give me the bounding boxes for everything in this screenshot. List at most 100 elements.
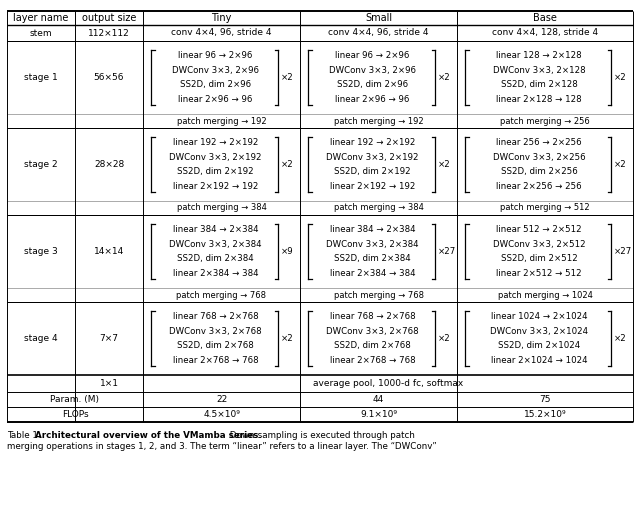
Text: linear 2×96 → 96: linear 2×96 → 96: [335, 95, 410, 104]
Text: average pool, 1000-d fc, softmax: average pool, 1000-d fc, softmax: [313, 379, 463, 388]
Text: Table 1:: Table 1:: [7, 431, 46, 440]
Text: ×2: ×2: [438, 73, 451, 82]
Text: patch merging → 192: patch merging → 192: [177, 116, 266, 125]
Text: ×27: ×27: [614, 247, 632, 256]
Text: patch merging → 384: patch merging → 384: [333, 204, 424, 212]
Text: 112×112: 112×112: [88, 28, 130, 38]
Text: ×27: ×27: [438, 247, 456, 256]
Text: ×9: ×9: [281, 247, 294, 256]
Text: 1×1: 1×1: [99, 379, 118, 388]
Text: layer name: layer name: [13, 13, 68, 23]
Text: linear 768 → 2×768: linear 768 → 2×768: [173, 312, 259, 321]
Text: conv 4×4, 96, stride 4: conv 4×4, 96, stride 4: [328, 28, 429, 38]
Text: 14×14: 14×14: [94, 247, 124, 256]
Text: DWConv 3×3, 2×96: DWConv 3×3, 2×96: [172, 66, 259, 75]
Text: patch merging → 512: patch merging → 512: [500, 204, 590, 212]
Text: 15.2×10⁹: 15.2×10⁹: [524, 410, 566, 419]
Text: SS2D, dim 2×384: SS2D, dim 2×384: [177, 255, 254, 263]
Text: ×2: ×2: [281, 73, 294, 82]
Text: linear 192 → 2×192: linear 192 → 2×192: [330, 138, 415, 147]
Text: 7×7: 7×7: [99, 334, 118, 343]
Text: patch merging → 256: patch merging → 256: [500, 116, 590, 125]
Text: stage 1: stage 1: [24, 73, 58, 82]
Text: linear 768 → 2×768: linear 768 → 2×768: [330, 312, 415, 321]
Text: linear 2×768 → 768: linear 2×768 → 768: [330, 356, 415, 365]
Text: stage 3: stage 3: [24, 247, 58, 256]
Text: stem: stem: [29, 28, 52, 38]
Text: SS2D, dim 2×192: SS2D, dim 2×192: [177, 167, 254, 176]
Text: patch merging → 768: patch merging → 768: [177, 291, 266, 300]
Text: SS2D, dim 2×96: SS2D, dim 2×96: [337, 80, 408, 89]
Text: ×2: ×2: [614, 334, 627, 343]
Text: conv 4×4, 128, stride 4: conv 4×4, 128, stride 4: [492, 28, 598, 38]
Text: linear 2×192 → 192: linear 2×192 → 192: [173, 182, 258, 191]
Text: stage 4: stage 4: [24, 334, 58, 343]
Text: Architectural overview of the VMamba series.: Architectural overview of the VMamba ser…: [35, 431, 262, 440]
Text: Base: Base: [533, 13, 557, 23]
Text: DWConv 3×3, 2×256: DWConv 3×3, 2×256: [493, 153, 586, 162]
Text: linear 192 → 2×192: linear 192 → 2×192: [173, 138, 258, 147]
Text: linear 128 → 2×128: linear 128 → 2×128: [496, 51, 582, 60]
Text: DWConv 3×3, 2×768: DWConv 3×3, 2×768: [169, 327, 262, 336]
Text: DWConv 3×3, 2×128: DWConv 3×3, 2×128: [493, 66, 586, 75]
Text: DWConv 3×3, 2×512: DWConv 3×3, 2×512: [493, 240, 586, 249]
Text: ×2: ×2: [281, 160, 294, 169]
Text: 28×28: 28×28: [94, 160, 124, 169]
Text: DWConv 3×3, 2×768: DWConv 3×3, 2×768: [326, 327, 419, 336]
Text: output size: output size: [82, 13, 136, 23]
Text: DWConv 3×3, 2×384: DWConv 3×3, 2×384: [169, 240, 262, 249]
Text: Down-sampling is executed through patch: Down-sampling is executed through patch: [227, 431, 415, 440]
Text: linear 96 → 2×96: linear 96 → 2×96: [335, 51, 410, 60]
Text: linear 2×384 → 384: linear 2×384 → 384: [330, 269, 415, 278]
Text: DWConv 3×3, 2×192: DWConv 3×3, 2×192: [326, 153, 419, 162]
Text: linear 2×512 → 512: linear 2×512 → 512: [496, 269, 582, 278]
Text: Param. (M): Param. (M): [51, 395, 99, 404]
Text: ×2: ×2: [614, 160, 627, 169]
Text: SS2D, dim 2×192: SS2D, dim 2×192: [334, 167, 411, 176]
Text: SS2D, dim 2×768: SS2D, dim 2×768: [334, 341, 411, 351]
Text: SS2D, dim 2×128: SS2D, dim 2×128: [500, 80, 577, 89]
Text: linear 2×192 → 192: linear 2×192 → 192: [330, 182, 415, 191]
Text: SS2D, dim 2×384: SS2D, dim 2×384: [334, 255, 411, 263]
Text: 56×56: 56×56: [93, 73, 124, 82]
Text: linear 2×96 → 96: linear 2×96 → 96: [179, 95, 253, 104]
Text: linear 2×256 → 256: linear 2×256 → 256: [496, 182, 582, 191]
Text: linear 256 → 2×256: linear 256 → 2×256: [496, 138, 582, 147]
Text: 4.5×10⁹: 4.5×10⁹: [203, 410, 240, 419]
Text: DWConv 3×3, 2×192: DWConv 3×3, 2×192: [169, 153, 262, 162]
Text: DWConv 3×3, 2×384: DWConv 3×3, 2×384: [326, 240, 419, 249]
Text: linear 96 → 2×96: linear 96 → 2×96: [179, 51, 253, 60]
Text: ×2: ×2: [438, 334, 451, 343]
Text: ×2: ×2: [281, 334, 294, 343]
Text: DWConv 3×3, 2×1024: DWConv 3×3, 2×1024: [490, 327, 588, 336]
Text: linear 512 → 2×512: linear 512 → 2×512: [496, 225, 582, 234]
Text: merging operations in stages 1, 2, and 3. The term “linear” refers to a linear l: merging operations in stages 1, 2, and 3…: [7, 442, 436, 451]
Text: 22: 22: [216, 395, 227, 404]
Text: 75: 75: [540, 395, 551, 404]
Text: 9.1×10⁹: 9.1×10⁹: [360, 410, 397, 419]
Text: SS2D, dim 2×512: SS2D, dim 2×512: [500, 255, 577, 263]
Text: ×2: ×2: [614, 73, 627, 82]
Text: patch merging → 384: patch merging → 384: [177, 204, 266, 212]
Text: DWConv 3×3, 2×96: DWConv 3×3, 2×96: [329, 66, 416, 75]
Text: SS2D, dim 2×768: SS2D, dim 2×768: [177, 341, 254, 351]
Text: SS2D, dim 2×96: SS2D, dim 2×96: [180, 80, 251, 89]
Text: linear 384 → 2×384: linear 384 → 2×384: [173, 225, 259, 234]
Text: linear 2×768 → 768: linear 2×768 → 768: [173, 356, 259, 365]
Text: linear 2×384 → 384: linear 2×384 → 384: [173, 269, 259, 278]
Text: linear 1024 → 2×1024: linear 1024 → 2×1024: [491, 312, 588, 321]
Text: Small: Small: [365, 13, 392, 23]
Text: linear 2×128 → 128: linear 2×128 → 128: [496, 95, 582, 104]
Text: FLOPs: FLOPs: [61, 410, 88, 419]
Text: linear 384 → 2×384: linear 384 → 2×384: [330, 225, 415, 234]
Text: linear 2×1024 → 1024: linear 2×1024 → 1024: [491, 356, 588, 365]
Text: patch merging → 1024: patch merging → 1024: [497, 291, 593, 300]
Text: conv 4×4, 96, stride 4: conv 4×4, 96, stride 4: [172, 28, 272, 38]
Text: Tiny: Tiny: [211, 13, 232, 23]
Text: stage 2: stage 2: [24, 160, 58, 169]
Text: SS2D, dim 2×1024: SS2D, dim 2×1024: [498, 341, 580, 351]
Text: ×2: ×2: [438, 160, 451, 169]
Text: patch merging → 192: patch merging → 192: [333, 116, 423, 125]
Text: SS2D, dim 2×256: SS2D, dim 2×256: [500, 167, 577, 176]
Text: patch merging → 768: patch merging → 768: [333, 291, 424, 300]
